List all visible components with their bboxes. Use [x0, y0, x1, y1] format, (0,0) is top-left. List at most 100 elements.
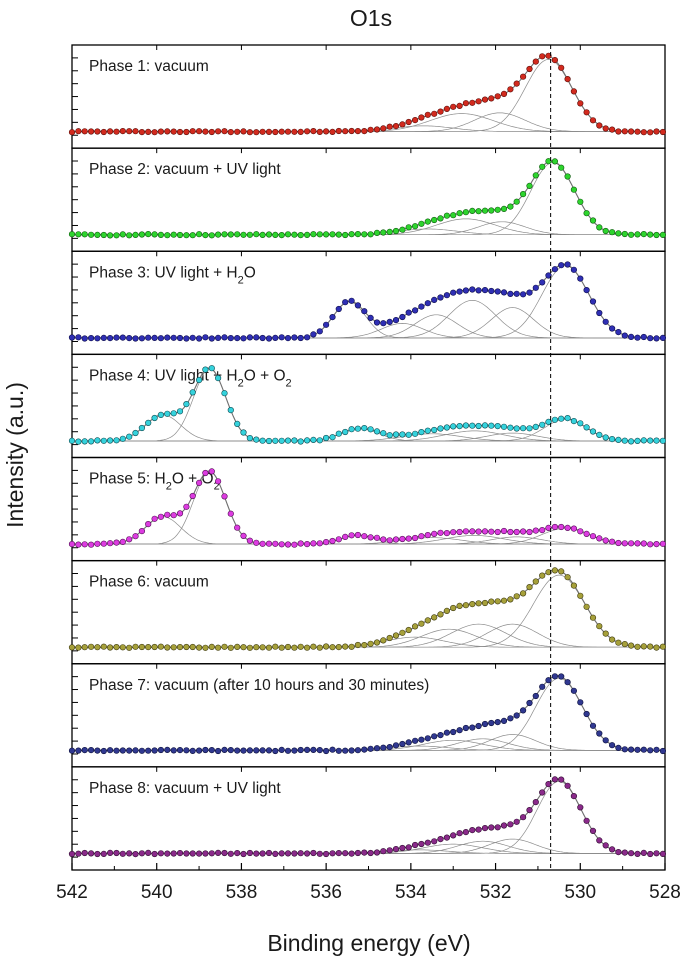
data-point	[621, 540, 628, 547]
data-point	[615, 128, 622, 135]
data-point	[342, 428, 349, 436]
panel-6: Phase 6: vacuum	[68, 559, 667, 665]
data-point	[513, 198, 520, 205]
data-point	[526, 528, 533, 536]
data-point	[596, 122, 603, 129]
data-point	[647, 231, 654, 238]
data-point	[138, 747, 145, 754]
data-point	[564, 574, 571, 581]
data-point	[265, 540, 273, 547]
data-point	[526, 182, 533, 189]
data-point	[304, 746, 311, 754]
data-point	[100, 747, 107, 755]
data-point	[596, 535, 603, 542]
data-point	[157, 746, 164, 754]
data-point	[570, 88, 578, 95]
data-point	[647, 129, 654, 136]
data-point	[100, 334, 107, 342]
data-point	[354, 849, 362, 857]
data-point	[202, 746, 209, 754]
x-tick-label: 530	[564, 882, 596, 903]
data-point	[380, 125, 387, 132]
data-point	[500, 205, 508, 212]
data-point	[323, 538, 330, 546]
data-point	[253, 129, 260, 136]
data-point	[100, 850, 107, 858]
data-point	[608, 229, 616, 236]
data-point	[246, 747, 253, 754]
data-point	[215, 128, 222, 135]
data-point	[488, 287, 495, 295]
data-point	[81, 746, 88, 754]
data-point	[304, 128, 311, 135]
data-point	[361, 128, 368, 135]
data-point	[380, 320, 387, 327]
data-point	[386, 228, 393, 235]
data-point	[221, 746, 228, 754]
data-point	[246, 231, 253, 238]
data-point	[215, 478, 222, 485]
data-point	[405, 844, 412, 851]
data-point	[335, 536, 342, 543]
data-point	[634, 540, 641, 547]
data-point	[412, 307, 419, 314]
data-point	[519, 425, 527, 432]
data-point	[615, 230, 622, 237]
data-point	[659, 850, 667, 858]
data-point	[443, 292, 451, 299]
data-point	[113, 747, 120, 754]
data-point	[126, 128, 133, 135]
data-point	[653, 231, 660, 239]
data-point	[399, 431, 406, 438]
data-point	[81, 438, 88, 445]
data-point	[392, 431, 400, 438]
data-point	[539, 683, 546, 690]
data-point	[431, 614, 438, 621]
data-point	[202, 128, 209, 135]
data-point	[532, 58, 539, 65]
data-point	[87, 438, 95, 445]
data-point	[469, 600, 476, 608]
data-point	[532, 578, 539, 585]
data-point	[469, 99, 476, 106]
data-point	[564, 415, 571, 422]
data-point	[532, 798, 539, 806]
data-point	[126, 747, 133, 754]
data-point	[176, 510, 184, 517]
data-point	[532, 172, 539, 179]
data-point	[596, 224, 603, 231]
data-point	[570, 687, 578, 694]
data-point	[189, 389, 196, 396]
data-point	[202, 366, 209, 373]
data-point	[272, 437, 279, 444]
data-point	[68, 540, 76, 548]
data-point	[278, 334, 285, 341]
data-point	[450, 728, 457, 736]
data-point	[373, 639, 381, 646]
data-point	[329, 850, 336, 857]
data-point	[316, 746, 323, 754]
data-point	[627, 746, 635, 753]
panel-1: Phase 1: vacuum	[68, 44, 667, 149]
data-point	[450, 604, 457, 612]
data-point	[126, 433, 133, 440]
data-point	[462, 528, 470, 535]
panel-4: Phase 4: UV light + H2O + O2	[68, 353, 667, 459]
data-point	[291, 747, 298, 754]
data-point	[602, 630, 609, 637]
data-point	[583, 530, 590, 538]
data-point	[577, 528, 584, 535]
data-point	[488, 207, 495, 214]
data-point	[462, 724, 470, 732]
data-point	[87, 335, 95, 342]
data-point	[437, 215, 444, 222]
data-point	[526, 289, 533, 296]
data-point	[621, 849, 628, 856]
data-point	[310, 331, 317, 338]
data-point	[462, 828, 470, 836]
data-point	[373, 229, 381, 236]
data-point	[284, 437, 292, 444]
data-point	[627, 438, 635, 445]
data-point	[284, 335, 292, 342]
data-point	[469, 528, 476, 535]
